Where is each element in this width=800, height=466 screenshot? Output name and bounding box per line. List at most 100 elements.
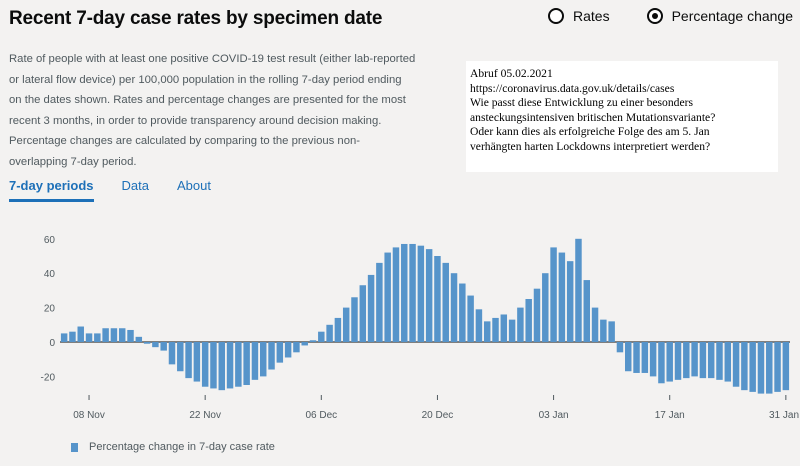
chart-bar[interactable] [492, 317, 499, 342]
chart-bar[interactable] [442, 262, 449, 342]
chart-bar[interactable] [376, 262, 383, 342]
chart-bar[interactable] [633, 342, 640, 373]
rates-radio-option[interactable]: Rates [548, 8, 610, 24]
chart-bar[interactable] [210, 342, 217, 389]
rates-radio-button[interactable] [548, 8, 564, 24]
chart-bar[interactable] [226, 342, 234, 389]
chart-bar[interactable] [475, 309, 483, 342]
chart-bar[interactable] [301, 342, 308, 346]
chart-bar[interactable] [168, 342, 176, 365]
chart-bar[interactable] [707, 342, 715, 379]
chart-bar[interactable] [459, 283, 466, 342]
chart-bar[interactable] [434, 256, 441, 342]
chart-bar[interactable] [749, 342, 756, 392]
chart-bar[interactable] [110, 328, 118, 342]
chart-bar[interactable] [517, 307, 524, 342]
chart-bar[interactable] [600, 319, 607, 342]
chart-bar[interactable] [243, 342, 250, 385]
chart-bar[interactable] [741, 342, 748, 391]
chart-bar[interactable] [135, 336, 143, 342]
chart-bar[interactable] [757, 342, 765, 394]
chart-bar[interactable] [616, 342, 624, 353]
chart-bar[interactable] [525, 299, 532, 342]
chart-bar[interactable] [284, 342, 292, 358]
chart-bar[interactable] [591, 307, 599, 342]
chart-bar[interactable] [218, 342, 225, 391]
chart-bar[interactable] [185, 342, 192, 379]
tab-about[interactable]: About [177, 178, 211, 193]
chart-bar[interactable] [575, 238, 582, 342]
chart-bar[interactable] [674, 342, 682, 380]
chart-bar[interactable] [77, 326, 84, 342]
chart-bar[interactable] [309, 340, 317, 342]
chart-bar[interactable] [649, 342, 657, 377]
chart-bar[interactable] [583, 280, 590, 342]
chart-bar[interactable] [401, 243, 408, 342]
chart-bar[interactable] [60, 333, 68, 342]
chart-bar[interactable] [251, 342, 259, 380]
chart-bar[interactable] [691, 342, 698, 377]
chart-bar[interactable] [467, 295, 474, 342]
chart-bar[interactable] [318, 331, 325, 342]
chart-bar[interactable] [409, 243, 416, 342]
chart-bar[interactable] [550, 247, 557, 342]
chart-bar[interactable] [384, 252, 391, 342]
chart-bar[interactable] [334, 317, 342, 342]
chart-bar[interactable] [85, 333, 93, 342]
chart-bar[interactable] [268, 342, 275, 370]
chart-bar[interactable] [342, 307, 350, 342]
chart-bar[interactable] [160, 342, 167, 351]
chart-bar[interactable] [260, 342, 267, 377]
x-tick-label: 22 Nov [189, 410, 221, 421]
chart-bar[interactable] [359, 285, 367, 342]
chart-bar[interactable] [542, 273, 549, 342]
chart-bar[interactable] [625, 342, 632, 372]
note-line: ansteckungsintensiven britischen Mutatio… [470, 110, 716, 124]
chart-bar[interactable] [508, 319, 516, 342]
chart-bar[interactable] [392, 247, 400, 342]
chart-bar[interactable] [367, 274, 375, 342]
chart-bar[interactable] [143, 342, 151, 344]
chart-bar[interactable] [235, 342, 242, 387]
percentage-change-radio-button[interactable] [646, 8, 663, 24]
chart-bar[interactable] [699, 342, 707, 379]
chart-bar[interactable] [417, 245, 425, 342]
chart-bar[interactable] [766, 342, 773, 394]
chart-bar[interactable] [658, 342, 665, 384]
chart-bar[interactable] [127, 329, 134, 342]
tab-data[interactable]: Data [121, 178, 149, 193]
chart-bar[interactable] [177, 342, 184, 372]
tab-7-day-periods[interactable]: 7-day periods [9, 178, 94, 202]
y-tick-label: 40 [44, 269, 56, 280]
chart-bar[interactable] [102, 328, 109, 342]
chart-bar[interactable] [533, 288, 541, 342]
chart-bar[interactable] [608, 321, 615, 342]
chart-bar[interactable] [566, 261, 574, 342]
chart-bar[interactable] [118, 328, 126, 342]
chart-bar[interactable] [276, 342, 284, 363]
chart-bar[interactable] [450, 273, 458, 342]
chart-bar[interactable] [94, 333, 101, 342]
percentage-change-radio-option[interactable]: Percentage change [646, 8, 793, 24]
chart-bar[interactable] [425, 249, 433, 342]
chart-bar[interactable] [724, 342, 732, 382]
chart-bar[interactable] [483, 321, 491, 342]
chart-bar[interactable] [683, 342, 690, 379]
chart-bar[interactable] [774, 342, 781, 392]
description-line: on the dates shown. Rates and percentage… [9, 94, 406, 107]
chart-bar[interactable] [152, 342, 159, 348]
chart-bar[interactable] [716, 342, 723, 380]
chart-bar[interactable] [641, 342, 649, 373]
chart-bar[interactable] [732, 342, 740, 387]
chart-bar[interactable] [666, 342, 673, 382]
chart-bar[interactable] [351, 297, 358, 342]
chart-bar[interactable] [293, 342, 300, 353]
chart-bar[interactable] [193, 342, 201, 382]
chart-bar[interactable] [326, 324, 333, 342]
chart-description: Rate of people with at least one positiv… [9, 49, 429, 173]
chart-bar[interactable] [69, 331, 76, 342]
chart-bar[interactable] [782, 342, 790, 391]
chart-bar[interactable] [500, 314, 508, 342]
chart-bar[interactable] [201, 342, 209, 387]
chart-bar[interactable] [558, 252, 566, 342]
